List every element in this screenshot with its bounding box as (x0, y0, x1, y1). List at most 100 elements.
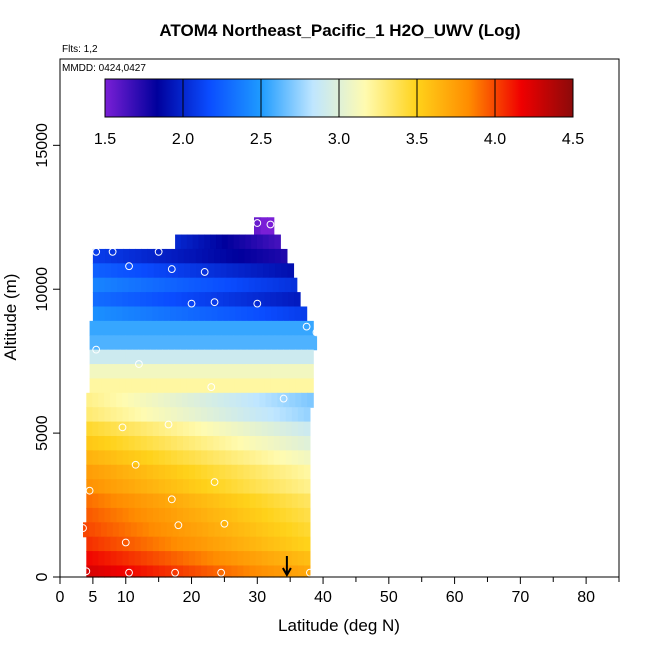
curtain-cell (267, 565, 275, 578)
curtain-cell (220, 248, 227, 264)
curtain-band (86, 551, 311, 567)
curtain-cell (303, 479, 311, 495)
curtain-cell (158, 421, 166, 437)
curtain-cell (177, 248, 185, 264)
curtain-cell (158, 464, 166, 480)
curtain-cell (216, 320, 224, 336)
curtain-cell (182, 536, 190, 552)
curtain-cell (119, 320, 127, 336)
curtain-cell (195, 479, 202, 495)
curtain-cell (86, 407, 93, 423)
x-tick-label: 40 (314, 589, 332, 606)
curtain-cell (219, 536, 226, 552)
curtain-cell (143, 364, 151, 380)
curtain-cell (213, 493, 220, 509)
curtain-cell (225, 464, 232, 480)
curtain-cell (140, 392, 147, 408)
curtain-cell (228, 364, 236, 380)
curtain-cell (110, 450, 118, 466)
curtain-cell (256, 248, 264, 264)
curtain-cell (297, 551, 305, 567)
curtain-cell (222, 364, 230, 380)
curtain-cell (107, 378, 115, 394)
curtain-cell (270, 349, 278, 365)
curtain-cell (147, 248, 155, 264)
curtain-cell (146, 306, 153, 322)
curtain-cell (279, 536, 287, 552)
curtain-cell (242, 277, 250, 293)
curtain-cell (125, 378, 133, 394)
curtain-cell (267, 479, 275, 495)
curtain-cell (249, 435, 257, 451)
curtain-cell (243, 421, 251, 437)
curtain-cell (137, 349, 145, 365)
curtain-cell (301, 320, 308, 336)
curtain-cell (137, 320, 145, 336)
curtain-cell (170, 277, 178, 293)
curtain-cell (95, 364, 103, 380)
curtain-cell (179, 335, 186, 351)
curtain-cell (255, 421, 263, 437)
curtain-cell (201, 450, 208, 466)
curtain-cell (270, 306, 278, 322)
curtain-cell (164, 493, 172, 509)
curtain-layer (83, 217, 318, 578)
x-tick-label: 70 (511, 589, 529, 606)
curtain-cell (307, 320, 314, 336)
curtain-cell (225, 479, 232, 495)
curtain-cell (303, 493, 311, 509)
curtain-cell (237, 450, 245, 466)
curtain-cell (267, 435, 275, 451)
curtain-cell (152, 536, 160, 552)
curtain-cell (279, 479, 287, 495)
curtain-cell (199, 392, 207, 408)
curtain-cell (156, 364, 163, 380)
curtain-cell (301, 364, 308, 380)
curtain-cell (104, 464, 112, 480)
curtain-band (86, 479, 311, 495)
sample-point (108, 247, 117, 256)
curtain-cell (205, 392, 213, 408)
curtain-cell (201, 551, 208, 567)
curtain-cell (170, 435, 178, 451)
sample-point (279, 394, 288, 403)
curtain-cell (134, 392, 141, 408)
curtain-cell (113, 320, 121, 336)
curtain-cell (143, 378, 151, 394)
curtain-cell (157, 292, 165, 308)
curtain-cell (131, 378, 139, 394)
curtain-cell (207, 450, 214, 466)
curtain-cell (307, 392, 314, 408)
curtain-cell (170, 407, 178, 423)
curtain-cell (210, 378, 218, 394)
curtain-cell (285, 536, 293, 552)
curtain-cell (237, 551, 245, 567)
curtain-cell (140, 551, 148, 567)
curtain-cell (92, 536, 99, 552)
curtain-cell (149, 335, 156, 351)
curtain-cell (201, 536, 208, 552)
curtain-cell (223, 306, 231, 322)
curtain-cell (207, 536, 214, 552)
curtain-cell (260, 217, 268, 239)
curtain-cell (134, 464, 142, 480)
curtain-cell (146, 479, 154, 495)
curtain-cell (131, 349, 139, 365)
curtain-cell (246, 378, 254, 394)
curtain-cell (198, 349, 206, 365)
curtain-cell (168, 320, 175, 336)
curtain-cell (153, 248, 161, 264)
curtain-cell (276, 292, 283, 308)
curtain-cell (86, 536, 93, 552)
curtain-cell (146, 507, 154, 523)
curtain-cell (134, 421, 142, 437)
sample-point (312, 328, 321, 337)
curtain-cell (213, 565, 220, 578)
sample-point (220, 519, 229, 528)
curtain-cell (182, 565, 190, 578)
curtain-cell (98, 248, 106, 264)
curtain-cell (141, 248, 149, 264)
curtain-cell (276, 364, 284, 380)
curtain-cell (98, 464, 106, 480)
curtain-cell (135, 263, 143, 279)
